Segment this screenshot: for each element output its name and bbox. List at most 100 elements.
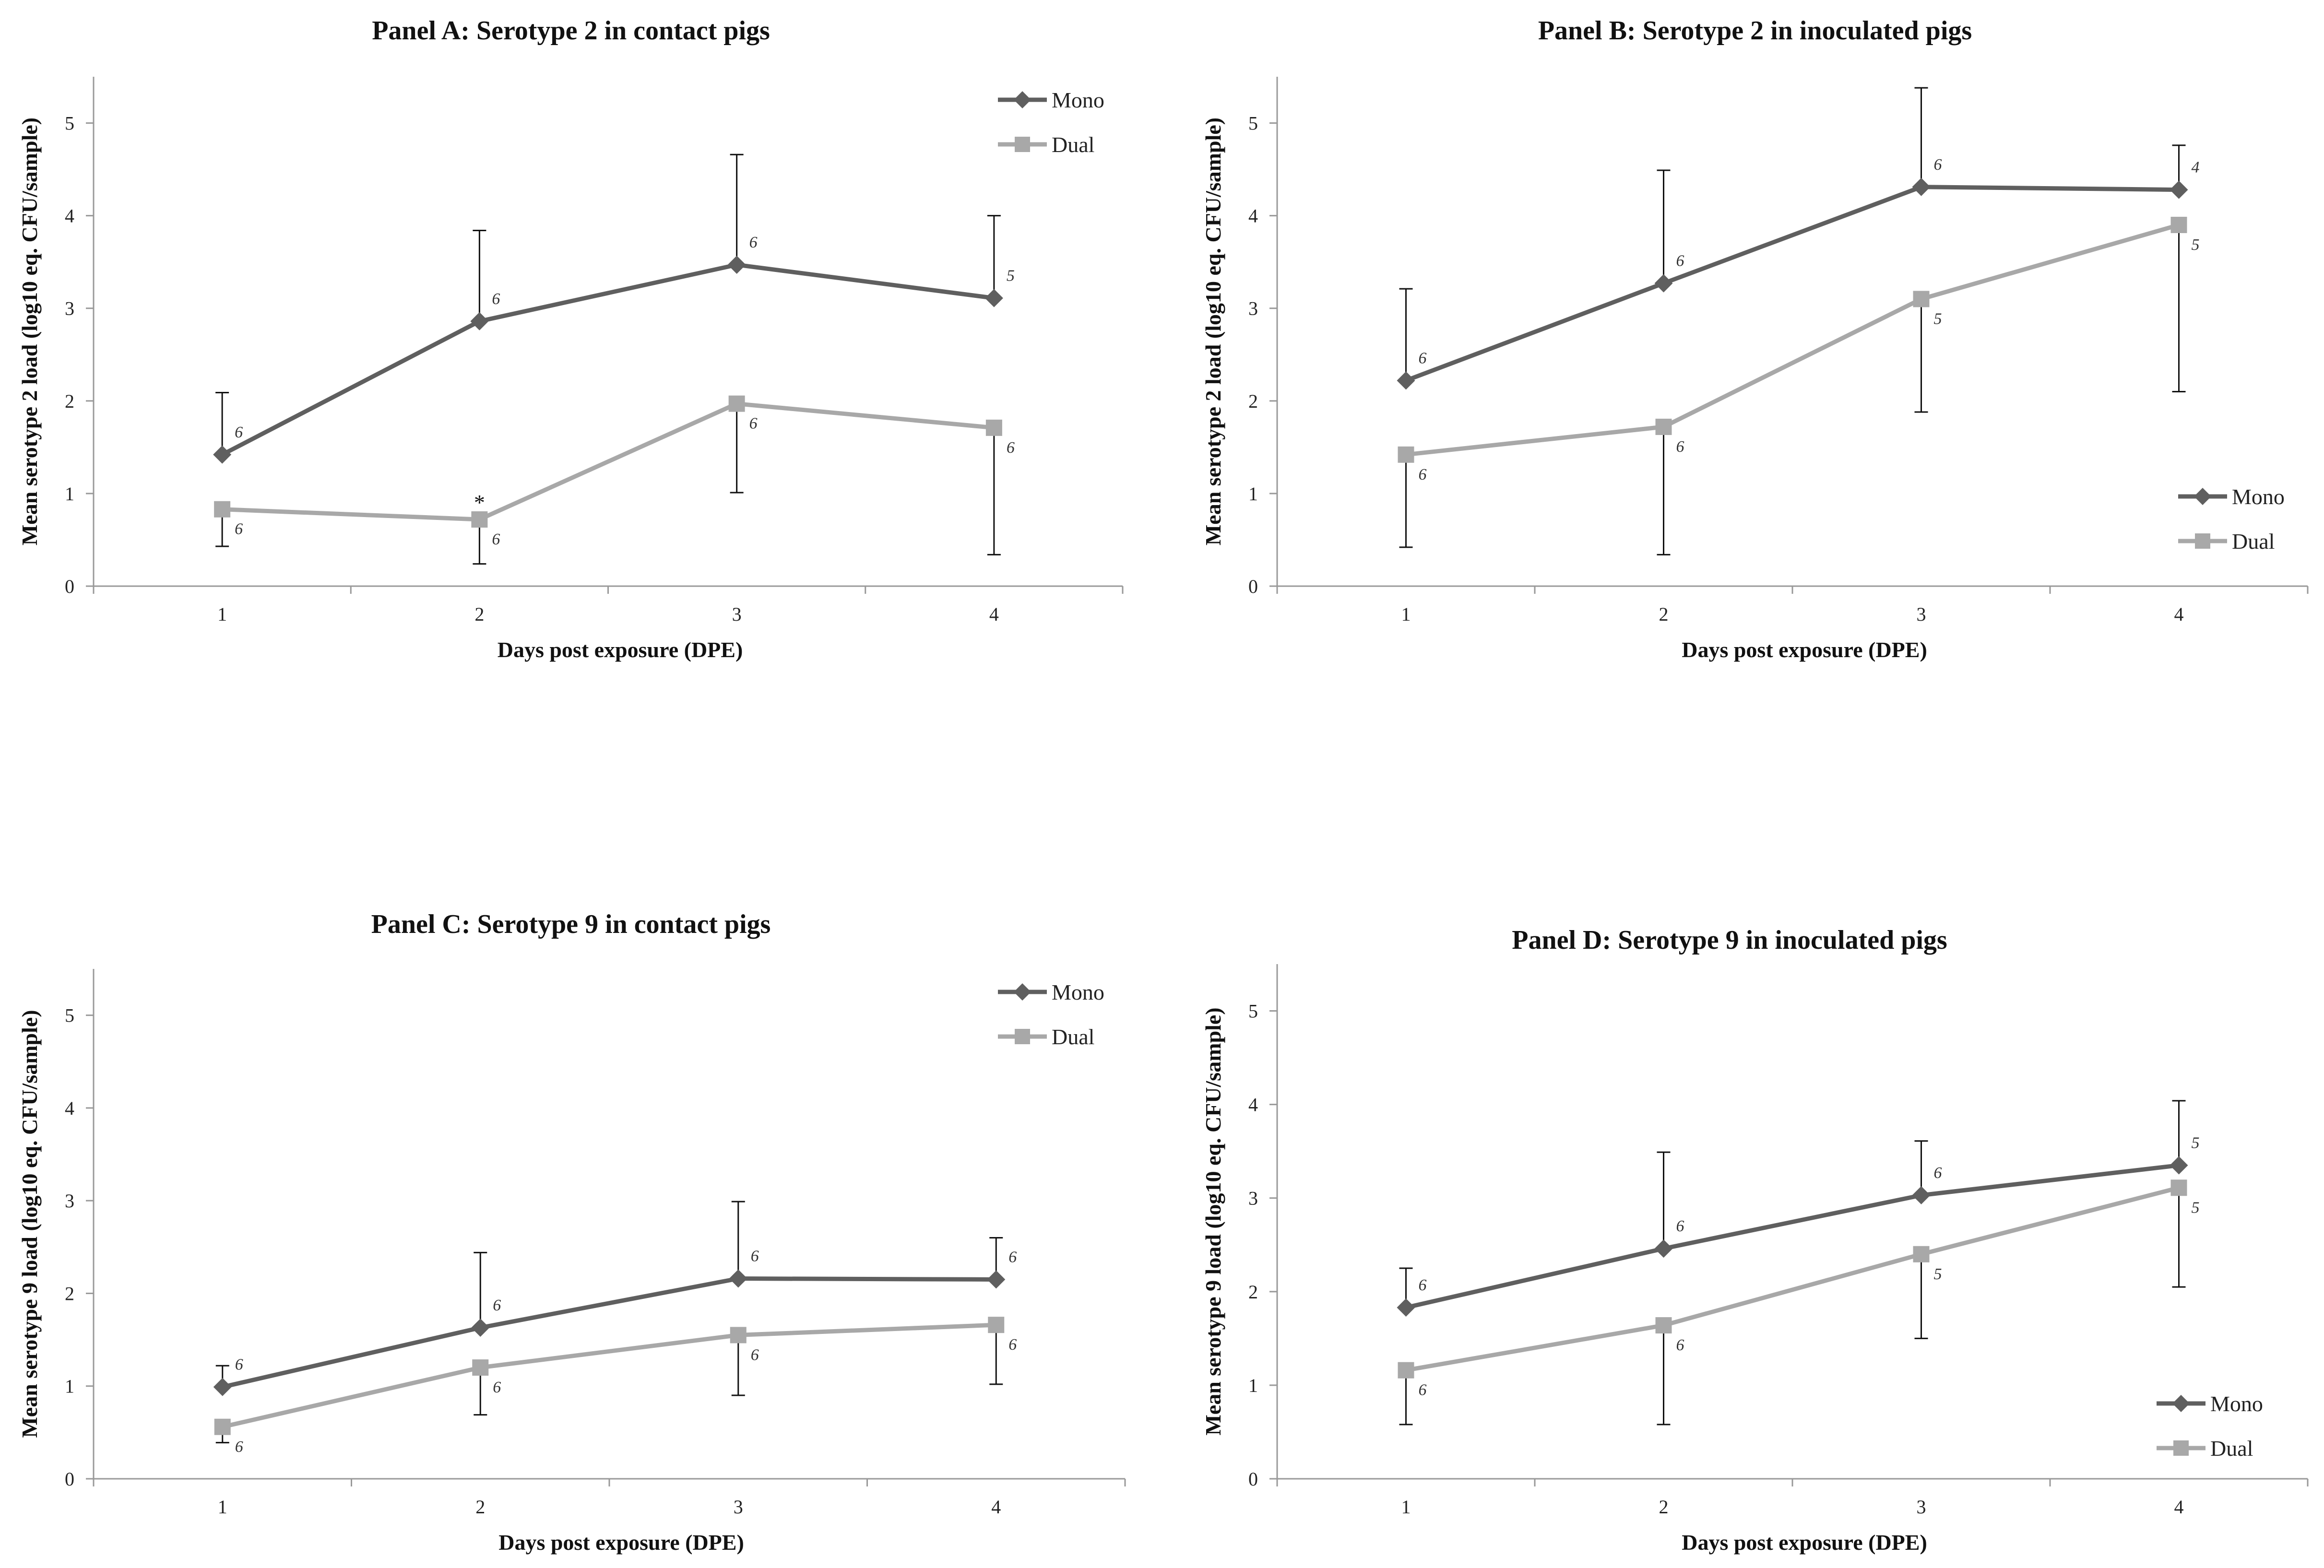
x-tick-label: 2 (1659, 1496, 1669, 1518)
data-point (213, 445, 232, 464)
n-label: 6 (1676, 252, 1684, 270)
y-tick-label: 1 (1248, 483, 1258, 505)
data-point (1912, 177, 1931, 196)
n-label: 6 (751, 1248, 759, 1265)
n-label: 6 (235, 424, 243, 441)
y-axis-title: Mean serotype 2 load (log10 eq. CFU/samp… (17, 118, 42, 545)
legend-marker (1014, 91, 1031, 108)
y-tick-label: 3 (65, 298, 74, 319)
y-tick-label: 5 (65, 113, 74, 134)
n-label: 6 (1008, 1336, 1017, 1354)
panel-title: Panel A: Serotype 2 in contact pigs (372, 16, 770, 46)
significance-marker: * (474, 490, 485, 515)
data-point (730, 1327, 747, 1344)
n-label: 6 (1008, 1248, 1017, 1266)
series-line (1405, 185, 2179, 383)
data-point (1654, 274, 1673, 293)
series-dual: 6 6 6 6 (214, 395, 1015, 565)
panel-c: Panel C: Serotype 9 in contact pigs 0 1 2 3 4… (17, 909, 1126, 1555)
panel-d: Panel D: Serotype 9 in inoculated pigs 0 1… (1201, 925, 2309, 1555)
data-point (1655, 418, 1672, 435)
n-label: 6 (1676, 1217, 1684, 1235)
x-tick-label: 1 (218, 1496, 227, 1518)
y-tick-label: 4 (65, 1097, 74, 1119)
y-tick-label: 2 (65, 390, 74, 412)
data-point (729, 1269, 747, 1288)
n-label: 6 (493, 1379, 501, 1396)
series-mono: 6 6 6 4 (1397, 87, 2200, 390)
n-label: 6 (492, 531, 500, 548)
n-label: 5 (2192, 1134, 2200, 1152)
data-point (472, 1359, 489, 1376)
legend-label: Mono (2210, 1391, 2263, 1416)
legend: Mono Dual (2157, 1391, 2263, 1461)
y-tick-label: 2 (65, 1283, 74, 1304)
panel-a: Panel A: Serotype 2 in contact pigs 0 1 2 3 4… (17, 16, 1124, 662)
x-axis-title: Days post exposure (DPE) (1682, 637, 1927, 662)
series-line (1405, 1163, 2180, 1310)
series-line (222, 401, 995, 522)
y-tick-label: 2 (1248, 390, 1258, 412)
y-tick-label: 0 (65, 1468, 74, 1490)
n-label: 6 (1676, 1336, 1684, 1354)
x-tick-label: 4 (989, 603, 999, 625)
y-axis-title: Mean serotype 9 load (log10 eq. CFU/samp… (1201, 1007, 1225, 1435)
series-mono: 6 6 6 5 (213, 153, 1015, 464)
data-point (1912, 1186, 1931, 1204)
y-tick-label: 0 (65, 576, 74, 597)
legend-marker (1015, 137, 1030, 152)
series-dual: 6 6 5 5 (1398, 1179, 2200, 1426)
x-tick-label: 3 (1917, 1496, 1926, 1518)
legend-label: Mono (2232, 484, 2285, 509)
data-point (471, 1318, 490, 1337)
data-point (1398, 446, 1414, 463)
n-label: 6 (1419, 466, 1427, 483)
legend-marker (2194, 488, 2211, 505)
n-label: 4 (2192, 159, 2200, 177)
x-tick-label: 2 (1659, 603, 1669, 625)
y-tick-label: 4 (1248, 1094, 1258, 1116)
n-label: 6 (1419, 1381, 1427, 1399)
series-line (221, 262, 995, 457)
data-point (2170, 180, 2188, 199)
n-label: 6 (1419, 349, 1427, 367)
data-point (987, 1270, 1006, 1289)
data-point (1397, 371, 1415, 390)
legend-label: Dual (2232, 529, 2275, 554)
series-dual: 6 6 6 6 (214, 1317, 1017, 1456)
y-axis-title: Mean serotype 2 load (log10 eq. CFU/samp… (1201, 118, 1225, 545)
legend-label: Dual (1052, 1025, 1094, 1049)
x-tick-label: 4 (2174, 603, 2184, 625)
legend-label: Dual (2210, 1436, 2253, 1461)
y-tick-label: 2 (1248, 1281, 1258, 1303)
n-label: 6 (235, 1438, 243, 1456)
y-tick-label: 1 (65, 483, 74, 505)
data-point (2170, 1179, 2187, 1196)
n-label: 6 (749, 415, 758, 433)
n-label: 6 (1934, 156, 1942, 174)
legend-label: Dual (1052, 132, 1094, 157)
series-line (1405, 1185, 2180, 1373)
x-tick-label: 2 (475, 1496, 485, 1518)
n-label: 6 (751, 1346, 759, 1364)
panel-title: Panel D: Serotype 9 in inoculated pigs (1512, 925, 1947, 955)
series-line (222, 1276, 996, 1390)
data-point (470, 312, 489, 330)
series-mono: 6 6 6 6 (213, 1201, 1017, 1396)
y-tick-label: 4 (1248, 205, 1258, 227)
n-label: 5 (1934, 310, 1942, 328)
data-point (728, 395, 745, 412)
n-label: 6 (492, 290, 500, 308)
n-label: 5 (2192, 236, 2200, 254)
n-label: 6 (235, 1356, 243, 1374)
y-tick-label: 4 (65, 205, 74, 227)
x-axis-title: Days post exposure (DPE) (498, 637, 743, 662)
series-line (222, 1322, 996, 1429)
legend-label: Mono (1052, 980, 1104, 1004)
y-tick-label: 5 (65, 1005, 74, 1026)
series-mono: 6 6 6 5 (1397, 1100, 2200, 1317)
legend-marker (2195, 533, 2210, 549)
legend-marker (1015, 1029, 1030, 1044)
n-label: 6 (1007, 439, 1015, 457)
data-point (727, 255, 746, 274)
